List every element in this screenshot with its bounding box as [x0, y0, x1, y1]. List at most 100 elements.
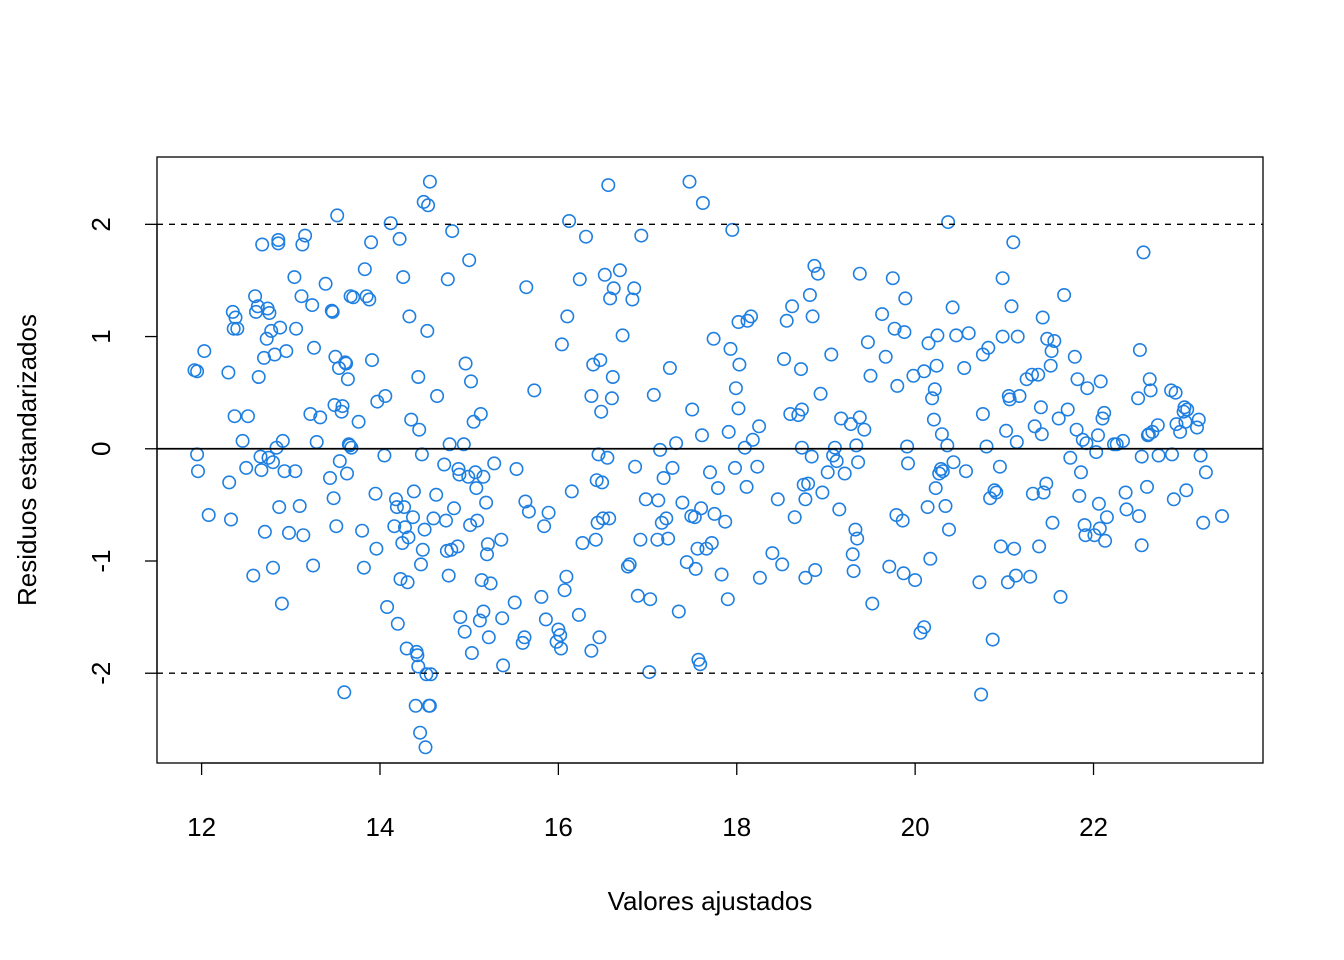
data-point: [1119, 502, 1134, 517]
data-point: [1179, 483, 1194, 498]
data-point: [808, 562, 823, 577]
data-point: [416, 194, 431, 209]
data-point: [702, 465, 717, 480]
data-point: [466, 414, 481, 429]
data-point: [878, 349, 893, 364]
data-point: [1198, 465, 1213, 480]
data-point: [562, 214, 577, 229]
data-point: [737, 440, 752, 455]
data-point: [355, 523, 370, 538]
data-point: [452, 467, 467, 482]
data-point: [362, 292, 377, 307]
data-point: [685, 402, 700, 417]
data-point: [472, 613, 487, 628]
data-point: [827, 440, 842, 455]
data-point: [975, 406, 990, 421]
data-point: [274, 596, 289, 611]
data-point: [392, 231, 407, 246]
data-point: [721, 424, 736, 439]
data-point: [1008, 568, 1023, 583]
data-point: [495, 611, 510, 626]
data-point: [646, 387, 661, 402]
data-point: [798, 492, 813, 507]
data-point: [494, 532, 509, 547]
data-point: [1053, 589, 1068, 604]
data-point: [1091, 496, 1106, 511]
data-point: [420, 323, 435, 338]
data-point: [201, 507, 216, 522]
data-point: [731, 401, 746, 416]
x-tick-label: 16: [544, 812, 573, 842]
data-point: [1043, 358, 1058, 373]
data-point: [1080, 381, 1095, 396]
data-point: [1093, 374, 1108, 389]
data-point: [330, 208, 345, 223]
data-point: [633, 532, 648, 547]
data-point: [411, 369, 426, 384]
data-point: [1006, 235, 1021, 250]
data-point: [945, 300, 960, 315]
data-point: [368, 486, 383, 501]
data-point: [246, 568, 261, 583]
data-point: [412, 422, 427, 437]
data-point: [325, 304, 340, 319]
data-point: [805, 309, 820, 324]
data-point: [430, 388, 445, 403]
data-point: [359, 289, 374, 304]
data-point: [228, 310, 243, 325]
data-point: [393, 571, 408, 586]
data-point: [785, 299, 800, 314]
data-point: [775, 557, 790, 572]
plot-frame: [156, 156, 1264, 764]
data-point: [389, 500, 404, 515]
data-point: [250, 299, 265, 314]
data-point: [662, 360, 677, 375]
data-point: [850, 531, 865, 546]
data-point: [553, 628, 568, 643]
data-point: [1079, 436, 1094, 451]
data-point: [413, 557, 428, 572]
data-point: [1190, 420, 1205, 435]
data-point: [1007, 541, 1022, 556]
data-point: [588, 532, 603, 547]
data-point: [597, 267, 612, 282]
data-point: [388, 492, 403, 507]
data-point: [1023, 569, 1038, 584]
data-point: [688, 561, 703, 576]
data-point: [727, 460, 742, 475]
data-point: [981, 340, 996, 355]
data-point: [1040, 331, 1055, 346]
data-point: [277, 464, 292, 479]
data-point: [534, 589, 549, 604]
data-point: [665, 460, 680, 475]
data-point: [815, 485, 830, 500]
data-point: [1072, 488, 1087, 503]
data-point: [925, 391, 940, 406]
data-point: [458, 356, 473, 371]
data-point: [257, 524, 272, 539]
data-point: [578, 229, 593, 244]
data-point: [344, 440, 359, 455]
data-point: [793, 362, 808, 377]
data-point: [824, 347, 839, 362]
data-point: [230, 321, 245, 336]
data-point: [399, 641, 414, 656]
data-point: [235, 433, 250, 448]
data-point: [743, 309, 758, 324]
data-point: [857, 422, 872, 437]
data-point: [787, 510, 802, 525]
data-point: [745, 432, 760, 447]
data-point: [1027, 419, 1042, 434]
data-point: [605, 369, 620, 384]
data-point: [332, 454, 347, 469]
data-point: [846, 564, 861, 579]
data-point: [593, 353, 608, 368]
data-point: [1031, 367, 1046, 382]
data-point: [226, 321, 241, 336]
data-point: [848, 522, 863, 537]
data-point: [671, 604, 686, 619]
data-point: [723, 341, 738, 356]
data-point: [400, 575, 415, 590]
data-point: [559, 569, 574, 584]
data-point: [987, 483, 1002, 498]
